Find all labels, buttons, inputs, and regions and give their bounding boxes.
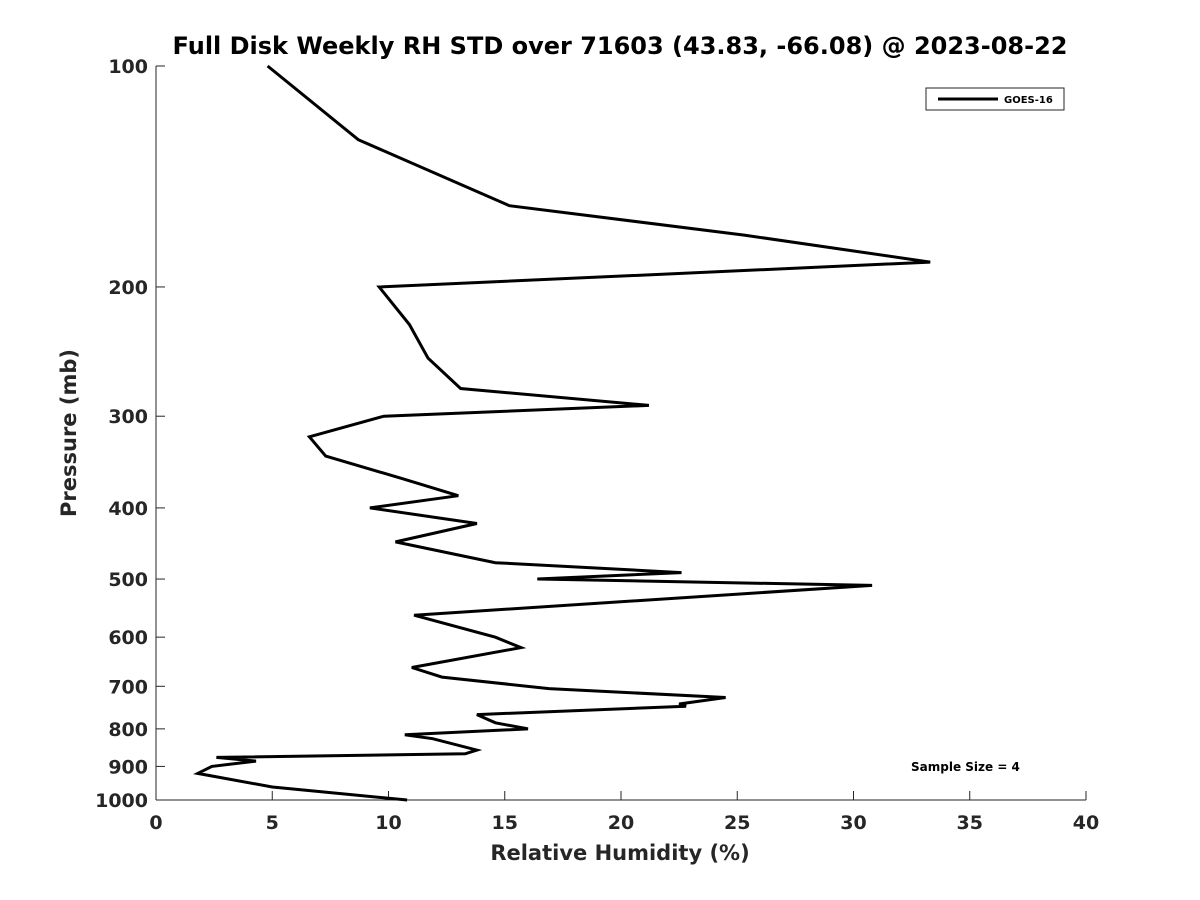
y-tick-label: 500 — [108, 569, 148, 591]
series-line-goes-16 — [193, 64, 931, 802]
legend: GOES-16 — [925, 87, 1065, 111]
x-axis-label: Relative Humidity (%) — [490, 841, 749, 865]
sample-size-annotation: Sample Size = 4 — [911, 760, 1020, 774]
legend-label: GOES-16 — [1004, 95, 1053, 106]
y-axis-label: Pressure (mb) — [57, 349, 81, 517]
x-ticks: 0 5 10 15 20 25 30 35 40 — [149, 791, 1099, 834]
y-tick-label: 900 — [108, 756, 148, 778]
x-tick-label: 40 — [1073, 812, 1099, 834]
x-tick-label: 35 — [957, 812, 983, 834]
y-tick-label: 200 — [108, 277, 148, 299]
x-tick-label: 0 — [149, 812, 162, 834]
y-tick-label: 300 — [108, 406, 148, 428]
y-tick-label: 1000 — [95, 790, 148, 812]
chart-title: Full Disk Weekly RH STD over 71603 (43.8… — [173, 32, 1068, 60]
y-tick-label: 100 — [108, 56, 148, 78]
x-tick-label: 10 — [375, 812, 401, 834]
y-tick-label: 700 — [108, 676, 148, 698]
y-tick-label: 400 — [108, 498, 148, 520]
x-tick-label: 20 — [608, 812, 634, 834]
x-tick-label: 15 — [492, 812, 518, 834]
axes — [155, 66, 1086, 801]
y-ticks: 100 200 300 400 500 600 700 800 900 1000 — [95, 56, 165, 812]
y-tick-label: 800 — [108, 719, 148, 741]
x-tick-label: 30 — [840, 812, 866, 834]
x-tick-label: 5 — [266, 812, 279, 834]
x-tick-label: 25 — [724, 812, 750, 834]
y-tick-label: 600 — [108, 627, 148, 649]
